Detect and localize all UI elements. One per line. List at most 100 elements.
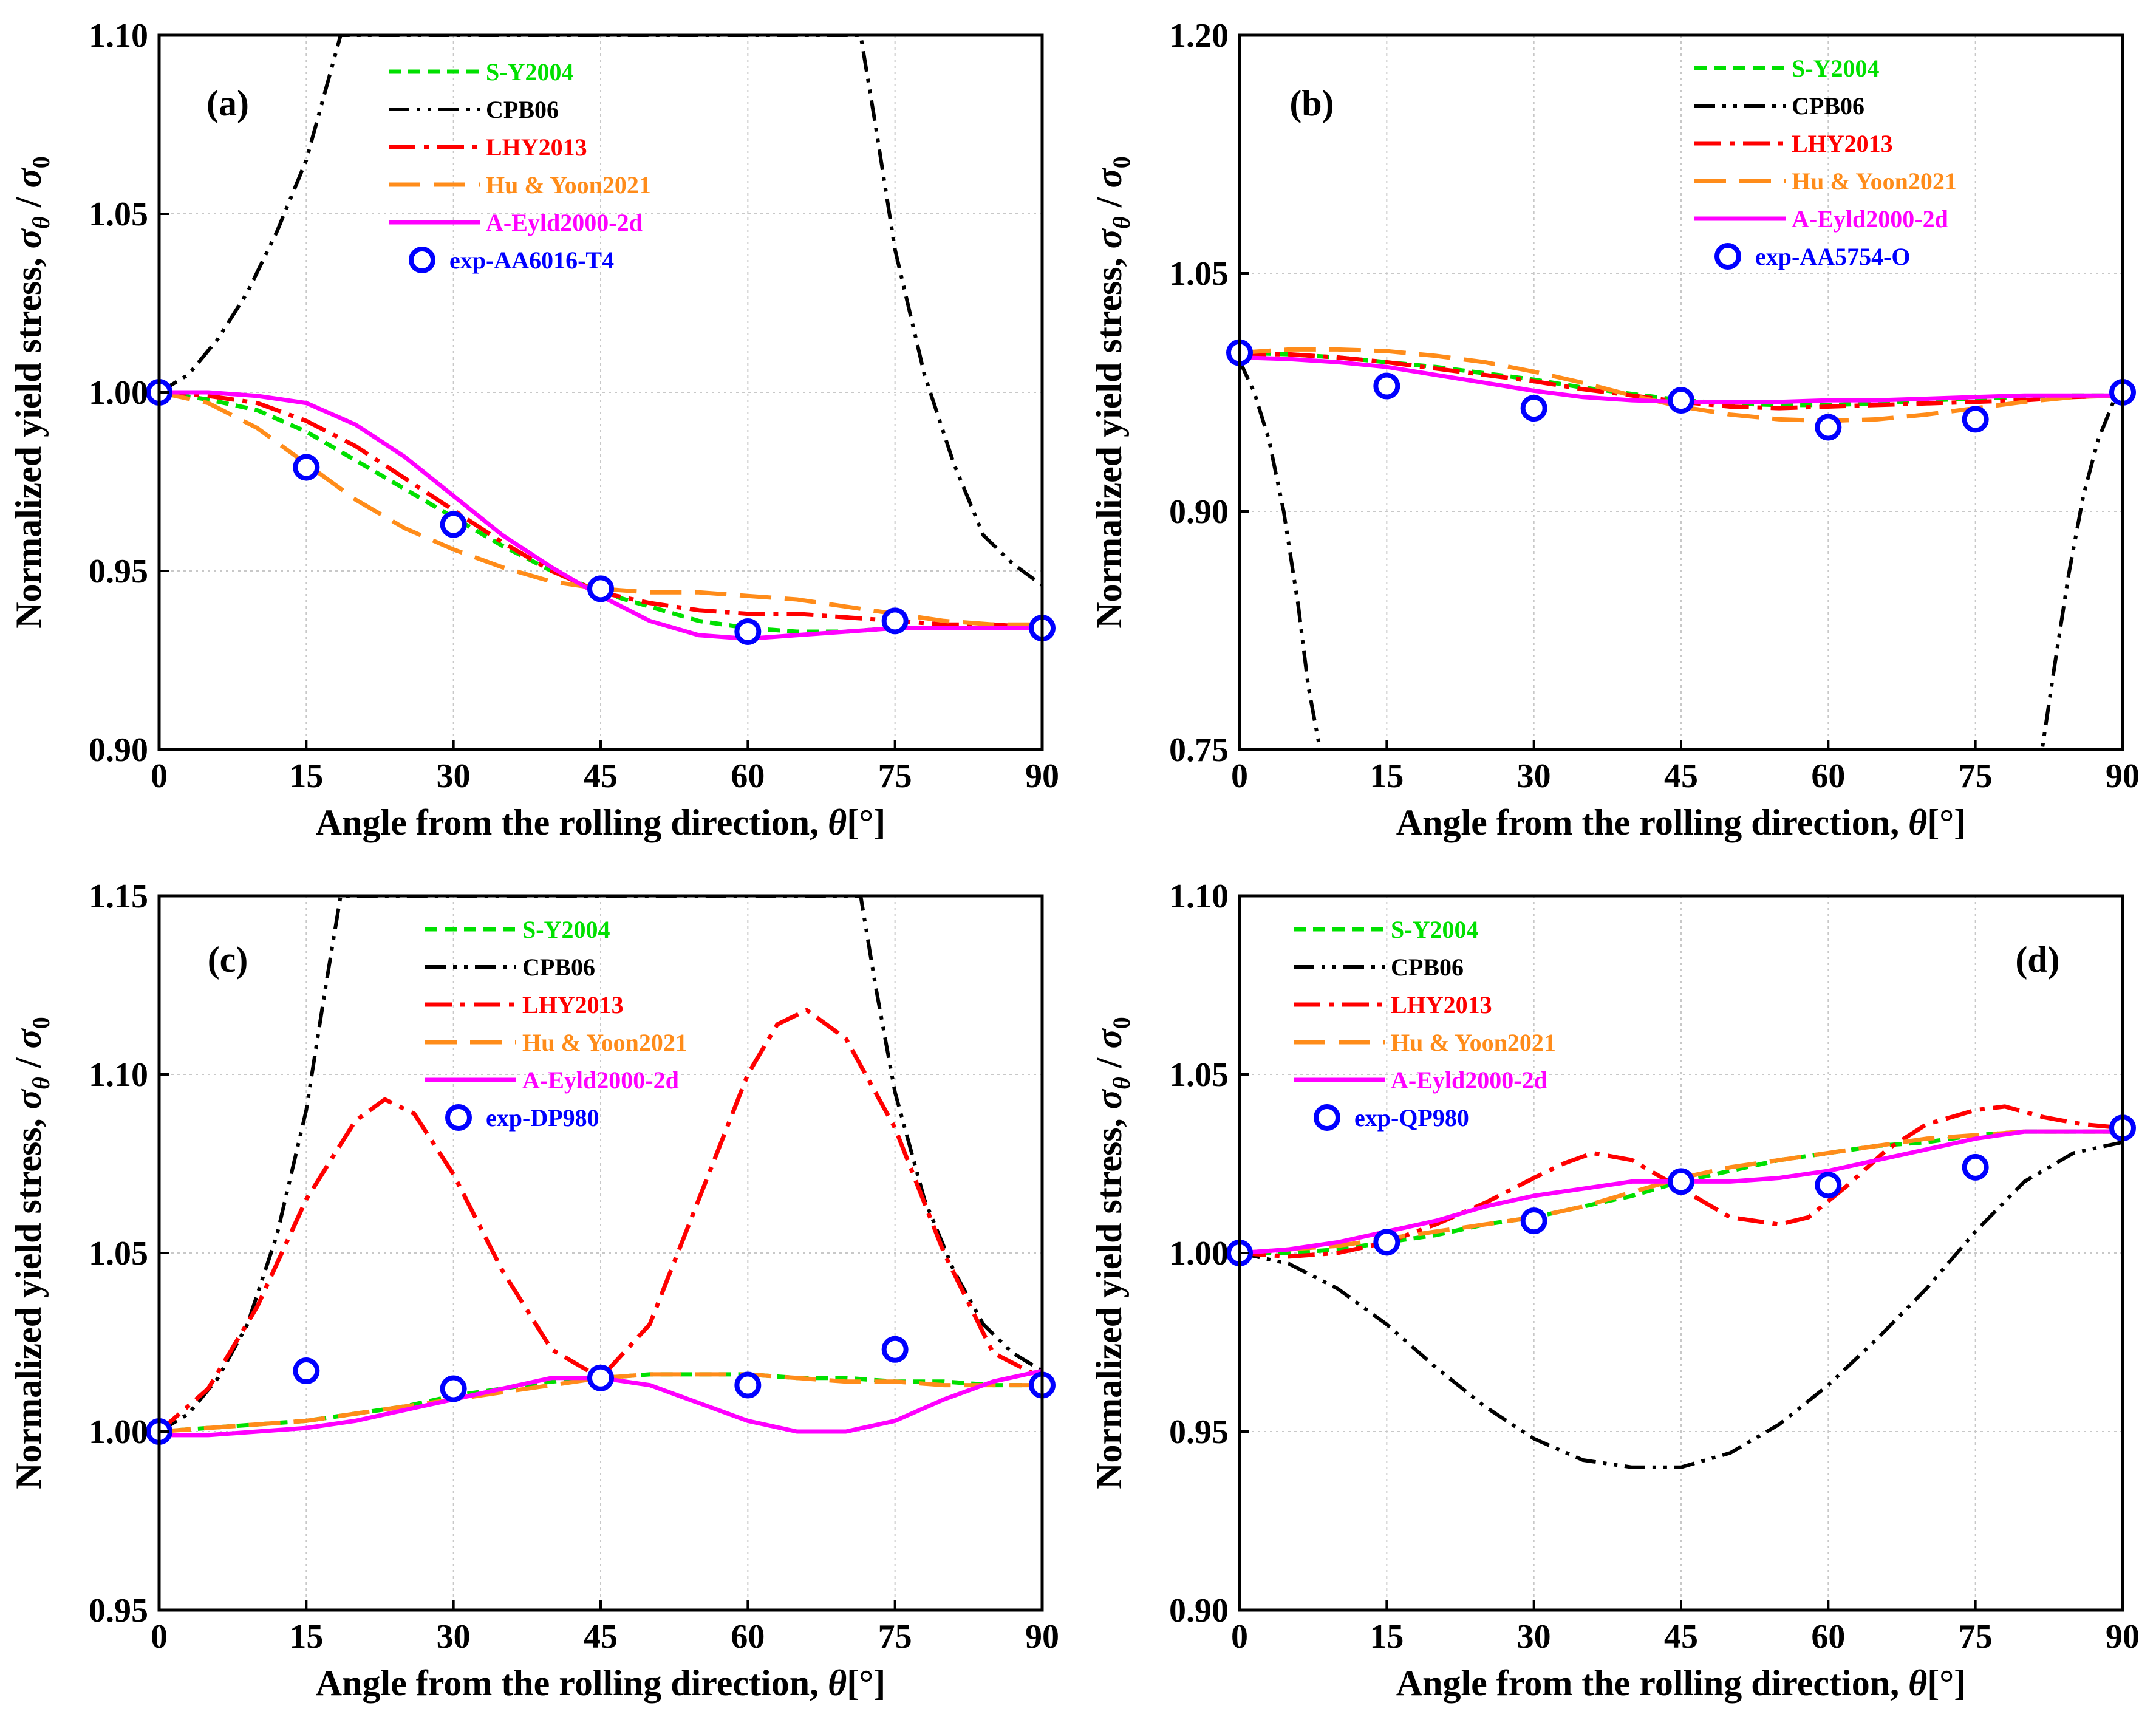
data-point — [440, 511, 467, 538]
x-tick-label: 75 — [878, 757, 912, 795]
x-tick-label: 75 — [878, 1618, 912, 1656]
legend-label: LHY2013 — [1391, 991, 1492, 1019]
legend-marker — [1714, 243, 1741, 270]
legend-label: LHY2013 — [486, 134, 587, 161]
x-tick-label: 60 — [1811, 757, 1845, 795]
panel-label: (b) — [1289, 83, 1334, 123]
plot-frame — [1238, 894, 2124, 1612]
legend-label: A-Eyld2000-2d — [1391, 1067, 1547, 1094]
legend-label: S-Y2004 — [486, 58, 573, 86]
legend-label: Hu & Yoon2021 — [1391, 1029, 1556, 1056]
x-tick-label: 45 — [584, 757, 618, 795]
x-tick-label: 30 — [1517, 1618, 1551, 1656]
x-axis-title: Angle from the rolling direction, θ[°] — [316, 802, 885, 842]
legend-label: CPB06 — [522, 954, 595, 981]
x-tick-label: 90 — [1025, 1618, 1059, 1656]
y-axis-title: Normalized yield stress, σθ / σ0 — [1089, 156, 1135, 629]
x-tick-label: 90 — [2106, 757, 2140, 795]
y-tick-label: 1.00 — [89, 374, 148, 412]
legend: S-Y2004 CPB06 LHY2013 Hu & Yoon2021 A-Eyld20… — [1694, 55, 1957, 270]
data-point — [1373, 1229, 1400, 1256]
data-point — [1815, 414, 1842, 441]
x-tick-label: 30 — [437, 757, 471, 795]
y-tick-label: 0.75 — [1169, 731, 1229, 769]
x-tick-label: 0 — [1231, 757, 1248, 795]
legend-label: exp-AA5754-O — [1755, 243, 1911, 270]
data-point — [1668, 1168, 1694, 1195]
y-axis-title: Normalized yield stress, σθ / σ0 — [9, 1017, 55, 1489]
legend-label: CPB06 — [486, 96, 559, 123]
x-tick-label: 45 — [1664, 757, 1698, 795]
panel-label: (d) — [2015, 940, 2059, 980]
y-tick-label: 0.95 — [89, 1592, 148, 1630]
data-point — [1520, 395, 1547, 422]
x-tick-label: 75 — [1959, 757, 1993, 795]
series-line-cpb06 — [1240, 1140, 2123, 1469]
x-tick-label: 75 — [1959, 1618, 1993, 1656]
legend-marker — [445, 1104, 472, 1131]
x-tick-label: 45 — [584, 1618, 618, 1656]
x-axis-title: Angle from the rolling direction, θ[°] — [1396, 802, 1966, 842]
y-tick-label: 0.90 — [1169, 1592, 1229, 1630]
legend-label: S-Y2004 — [1391, 916, 1478, 943]
legend-label: exp-QP980 — [1354, 1104, 1469, 1132]
x-tick-label: 15 — [289, 1618, 323, 1656]
x-axis-title: Angle from the rolling direction, θ[°] — [1396, 1663, 1966, 1703]
panel-3: 0 15 30 45 60 75 90 0.90 0.95 1.00 1.05 1.10 Angle f… — [1089, 878, 2140, 1703]
x-tick-label: 90 — [2106, 1618, 2140, 1656]
data-point — [1373, 372, 1400, 400]
legend-label: S-Y2004 — [522, 916, 610, 943]
legend-label: exp-AA6016-T4 — [449, 247, 614, 274]
legend-label: Hu & Yoon2021 — [1792, 168, 1957, 195]
legend-label: exp-DP980 — [486, 1104, 599, 1132]
legend-marker — [409, 247, 435, 273]
data-point — [1520, 1207, 1547, 1235]
data-point — [1962, 406, 1989, 433]
series-line-lhy2013 — [159, 1008, 1042, 1433]
y-tick-label: 1.00 — [1169, 1235, 1229, 1272]
plot-frame — [157, 33, 1044, 751]
legend-label: LHY2013 — [522, 991, 624, 1019]
y-tick-label: 1.20 — [1169, 17, 1229, 55]
y-tick-label: 0.90 — [89, 731, 148, 769]
x-tick-label: 60 — [1811, 1618, 1845, 1656]
legend-label: A-Eyld2000-2d — [522, 1067, 679, 1094]
data-point — [587, 1364, 614, 1391]
legend-label: A-Eyld2000-2d — [486, 209, 643, 236]
y-tick-label: 1.10 — [1169, 878, 1229, 915]
y-tick-label: 1.05 — [1169, 255, 1229, 293]
y-tick-label: 0.90 — [1169, 493, 1229, 531]
series-line-lhy2013 — [1240, 1104, 2123, 1259]
y-tick-label: 1.15 — [89, 878, 148, 915]
data-point — [587, 575, 614, 602]
y-tick-label: 1.10 — [89, 17, 148, 55]
legend: S-Y2004 CPB06 LHY2013 Hu & Yoon2021 A-Eyld20… — [1294, 916, 1556, 1132]
x-tick-label: 0 — [151, 757, 168, 795]
x-tick-label: 90 — [1025, 757, 1059, 795]
legend-label: CPB06 — [1391, 954, 1464, 981]
legend-label: Hu & Yoon2021 — [522, 1029, 687, 1056]
x-tick-label: 0 — [151, 1618, 168, 1656]
legend-label: LHY2013 — [1792, 130, 1893, 157]
legend: S-Y2004 CPB06 LHY2013 Hu & Yoon2021 A-Eyld20… — [425, 916, 687, 1132]
y-tick-label: 1.10 — [89, 1056, 148, 1094]
x-tick-label: 30 — [1517, 757, 1551, 795]
x-tick-label: 30 — [437, 1618, 471, 1656]
x-tick-label: 60 — [731, 757, 765, 795]
x-tick-label: 0 — [1231, 1618, 1248, 1656]
legend-label: A-Eyld2000-2d — [1792, 205, 1948, 233]
data-point — [881, 607, 909, 635]
series-group — [159, 35, 1042, 641]
x-tick-label: 15 — [1370, 1618, 1404, 1656]
y-tick-label: 1.05 — [89, 196, 148, 233]
data-point — [1815, 1172, 1842, 1199]
y-tick-label: 1.05 — [1169, 1056, 1229, 1094]
data-point — [293, 1357, 320, 1385]
y-axis-title: Normalized yield stress, σθ / σ0 — [9, 156, 55, 629]
y-tick-label: 1.05 — [89, 1235, 148, 1272]
x-tick-label: 15 — [289, 757, 323, 795]
x-tick-label: 45 — [1664, 1618, 1698, 1656]
panel-1: 0 15 30 45 60 75 90 0.75 0.90 1.05 1.20 Angle from … — [1089, 17, 2140, 842]
data-point — [881, 1336, 909, 1363]
